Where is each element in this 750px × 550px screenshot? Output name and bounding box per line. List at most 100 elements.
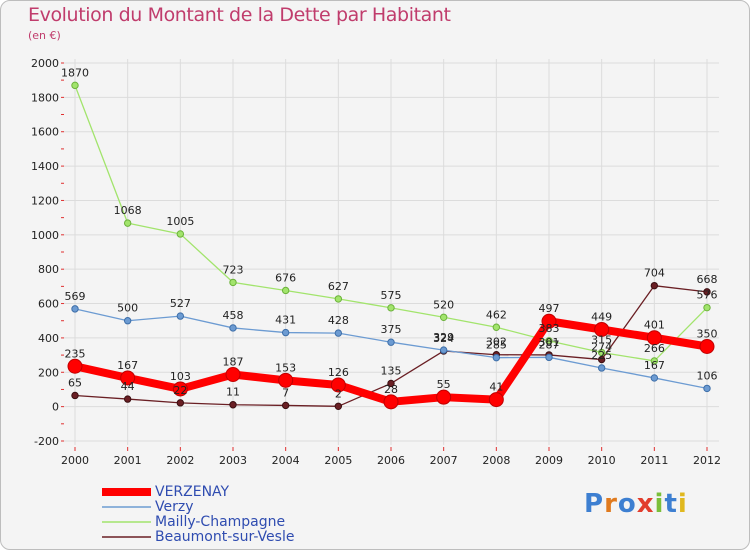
logo-letter: t [664, 489, 678, 519]
data-point-beaumont-sur-vesle [71, 391, 79, 400]
y-tick-label: 800 [38, 263, 59, 276]
data-point-mailly-champagne [703, 303, 711, 312]
data-point-verzy [545, 353, 553, 362]
data-label-mailly-champagne: 1870 [61, 66, 89, 79]
data-label-verzenay: 449 [591, 310, 612, 323]
data-point-beaumont-sur-vesle [387, 379, 395, 388]
data-label-verzenay: 350 [697, 328, 718, 341]
data-label-verzy: 431 [275, 314, 296, 327]
data-label-mailly-champagne: 266 [644, 342, 665, 355]
data-label-beaumont-sur-vesle: 7 [282, 386, 289, 399]
data-label-verzenay: 235 [65, 347, 86, 360]
x-tick-label: 2008 [482, 454, 510, 467]
data-label-beaumont-sur-vesle: 301 [539, 336, 560, 349]
proxiti-logo: Proxiti [584, 489, 688, 519]
data-label-mailly-champagne: 627 [328, 280, 349, 293]
data-point-verzenay [330, 377, 346, 393]
data-point-verzenay [383, 394, 399, 410]
data-point-mailly-champagne [650, 357, 659, 365]
x-tick-label: 2009 [535, 454, 563, 467]
x-tick-label: 2004 [272, 454, 300, 467]
chart-unit: (en €) [28, 29, 61, 42]
data-point-verzy [281, 328, 290, 337]
data-point-mailly-champagne [545, 337, 553, 345]
data-label-verzenay: 103 [170, 370, 191, 383]
x-tick-label: 2006 [377, 454, 405, 467]
data-label-beaumont-sur-vesle: 324 [433, 332, 454, 345]
data-label-mailly-champagne: 462 [486, 308, 507, 321]
data-point-verzenay [67, 358, 83, 374]
data-label-beaumont-sur-vesle: 302 [486, 336, 507, 349]
data-label-beaumont-sur-vesle: 22 [173, 384, 187, 397]
data-point-verzenay [172, 381, 188, 397]
y-tick-label: -200 [34, 435, 59, 448]
data-label-mailly-champagne: 575 [381, 289, 402, 302]
data-label-mailly-champagne: 576 [697, 289, 718, 302]
data-label-verzenay: 28 [384, 383, 398, 396]
data-point-verzy [334, 329, 343, 337]
data-point-verzy [123, 317, 132, 325]
data-point-verzenay [594, 321, 610, 337]
y-tick-label: 1200 [31, 194, 59, 207]
data-point-mailly-champagne [387, 304, 395, 312]
data-point-beaumont-sur-vesle [703, 288, 711, 296]
data-label-beaumont-sur-vesle: 704 [644, 267, 665, 280]
x-tick-label: 2005 [324, 454, 352, 467]
data-label-mailly-champagne: 676 [275, 271, 296, 284]
data-point-verzenay [646, 330, 662, 346]
x-tick-label: 2001 [114, 454, 142, 467]
y-tick-label: 200 [38, 366, 59, 379]
data-point-verzenay [120, 370, 136, 386]
y-tick-label: 1600 [31, 126, 59, 139]
data-point-verzy [492, 353, 501, 362]
data-label-verzenay: 126 [328, 366, 349, 379]
data-label-beaumont-sur-vesle: 135 [381, 364, 402, 377]
data-point-mailly-champagne [123, 219, 132, 227]
data-label-verzy: 285 [486, 339, 507, 352]
data-label-verzy: 287 [539, 338, 560, 351]
data-label-verzenay: 187 [223, 356, 244, 369]
data-label-verzenay: 41 [489, 381, 503, 394]
data-point-verzy [229, 324, 237, 332]
data-point-beaumont-sur-vesle [229, 401, 237, 409]
data-label-mailly-champagne: 383 [539, 322, 560, 335]
data-point-verzenay [225, 367, 241, 383]
data-point-mailly-champagne [334, 295, 343, 303]
x-tick-label: 2012 [693, 454, 721, 467]
logo-letter: o [617, 489, 637, 519]
data-point-beaumont-sur-vesle [123, 395, 132, 403]
data-label-beaumont-sur-vesle: 668 [697, 273, 718, 286]
data-point-mailly-champagne [229, 278, 237, 287]
data-label-verzy: 527 [170, 297, 191, 310]
data-point-mailly-champagne [281, 286, 290, 295]
data-point-verzenay [541, 313, 557, 329]
y-tick-label: 1000 [31, 229, 59, 242]
legend-label-verzy: Verzy [155, 499, 194, 515]
data-label-mailly-champagne: 1068 [114, 204, 142, 217]
x-tick-label: 2011 [640, 454, 668, 467]
data-label-verzy: 375 [381, 323, 402, 336]
data-point-verzenay [278, 372, 294, 388]
logo-letter: P [584, 489, 605, 519]
data-label-verzy: 106 [697, 369, 718, 382]
data-point-verzenay [488, 392, 504, 408]
x-tick-label: 2000 [61, 454, 89, 467]
legend-label-mailly-champagne: Mailly-Champagne [155, 514, 286, 530]
logo-letter: i [677, 489, 688, 519]
data-point-verzy [703, 384, 711, 393]
x-tick-label: 2007 [430, 454, 458, 467]
data-label-beaumont-sur-vesle: 11 [226, 386, 240, 399]
data-point-verzy [387, 338, 395, 346]
x-tick-label: 2010 [588, 454, 616, 467]
data-label-beaumont-sur-vesle: 2 [335, 387, 342, 400]
logo-letter: r [604, 489, 618, 519]
legend-label-beaumont-sur-vesle: Beaumont-sur-Vesle [155, 529, 295, 545]
data-label-verzy: 329 [433, 331, 454, 344]
data-point-mailly-champagne [71, 81, 79, 90]
y-tick-label: 1800 [31, 91, 59, 104]
x-tick-label: 2002 [166, 454, 194, 467]
y-tick-label: 400 [38, 332, 59, 345]
x-tick-label: 2003 [219, 454, 247, 467]
